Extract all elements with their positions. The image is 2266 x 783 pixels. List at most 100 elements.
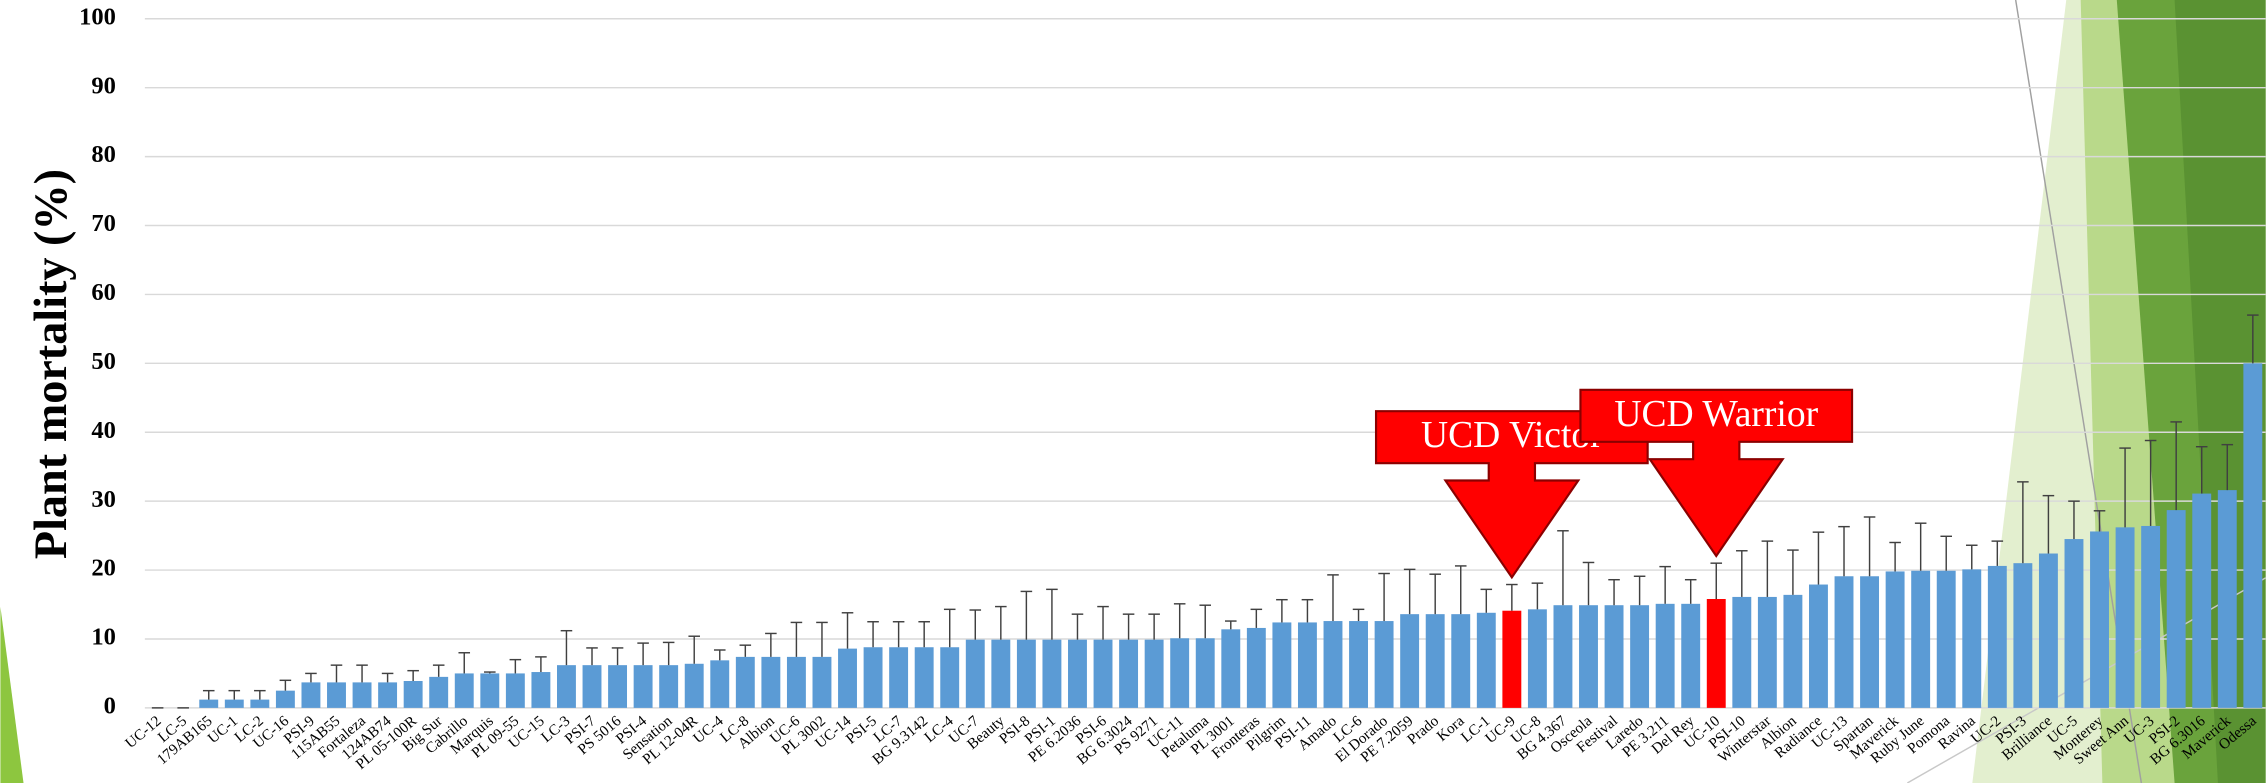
bar (1579, 605, 1598, 708)
bar (378, 682, 398, 708)
y-tick-label: 0 (104, 693, 116, 720)
y-axis-title: Plant mortality (%) (25, 169, 76, 559)
error-bar (1327, 574, 1339, 622)
bar (608, 665, 628, 708)
error-bar (1352, 608, 1365, 622)
bar (1451, 614, 1471, 708)
error-bar (2068, 500, 2080, 540)
error-bar (816, 621, 828, 657)
error-bar (1684, 578, 1697, 604)
error-bar (2093, 510, 2106, 532)
bar (1885, 571, 1905, 708)
error-bar (279, 679, 292, 691)
bar (199, 699, 219, 708)
error-bar (1250, 608, 1263, 628)
bar (275, 690, 295, 708)
error-bar (228, 689, 241, 700)
error-bar (841, 612, 854, 649)
bar (914, 647, 934, 708)
error-bar (1838, 525, 1850, 577)
error-bar (509, 658, 522, 674)
error-bar (1378, 572, 1390, 622)
error-bar (432, 664, 445, 677)
error-bar (407, 669, 419, 682)
error-bar (739, 644, 752, 657)
bar (1604, 605, 1624, 708)
bar (1195, 638, 1215, 708)
error-bar (1199, 604, 1212, 639)
bar (2013, 563, 2033, 708)
bar (940, 647, 960, 708)
annotation-text: UCD Victor (1421, 415, 1603, 456)
error-bar (535, 656, 547, 673)
error-bar (1863, 516, 1876, 577)
error-bar (1710, 562, 1723, 600)
bar (1170, 638, 1190, 708)
y-tick-label: 40 (91, 417, 116, 444)
error-bar (1965, 544, 1978, 570)
error-bar (458, 652, 471, 674)
error-bar (1608, 578, 1620, 606)
bar (1706, 599, 1726, 708)
error-bar (918, 621, 930, 648)
error-bar (790, 621, 803, 657)
error-bar (1173, 603, 1186, 639)
error-bar (2195, 445, 2208, 494)
error-bar (867, 621, 879, 648)
annotation-text: UCD Warrior (1614, 394, 1818, 435)
error-bar (1020, 590, 1033, 640)
bar (1476, 612, 1496, 708)
error-bar (2042, 494, 2055, 554)
bar (1093, 639, 1113, 708)
bar (1502, 610, 1522, 708)
error-bar (1301, 598, 1314, 623)
error-bar (1480, 588, 1493, 613)
bar (429, 676, 449, 708)
bar (786, 656, 806, 708)
bar (1681, 603, 1701, 708)
bar (1553, 605, 1573, 708)
bar (1272, 622, 1292, 708)
error-bar (1659, 565, 1671, 604)
error-bar (1582, 561, 1595, 606)
bar (1349, 621, 1368, 708)
bar (480, 673, 500, 708)
error-bar (1633, 575, 1646, 606)
error-bar (1889, 541, 1901, 572)
error-bar (662, 641, 675, 666)
bar (838, 648, 857, 708)
bar (1119, 639, 1139, 708)
bar (2115, 527, 2135, 708)
error-bar (1531, 582, 1544, 610)
error-bar (1071, 613, 1084, 640)
error-bar (2221, 443, 2234, 491)
error-bar (2170, 421, 2182, 511)
bar (1425, 614, 1445, 708)
error-bar (1148, 613, 1160, 640)
error-bar (381, 672, 394, 683)
y-tick-label: 20 (91, 555, 116, 582)
annotation-arrow (1374, 410, 1649, 580)
bar (1834, 576, 1854, 708)
bar (1783, 594, 1803, 708)
bar (965, 639, 985, 708)
plot: 0102030405060708090100UC-12LC-5179AB165U… (79, 3, 2266, 773)
bar (1527, 609, 1547, 708)
bar (1732, 596, 1752, 708)
y-tick-label: 60 (91, 279, 116, 306)
y-tick-label: 80 (91, 141, 116, 168)
error-bar (1736, 550, 1748, 597)
error-bar (2119, 447, 2131, 528)
error-bar (1403, 568, 1416, 615)
error-bar (586, 647, 598, 666)
error-bar (713, 649, 726, 661)
bar (2217, 490, 2237, 708)
error-bar (688, 635, 700, 664)
bar (1068, 639, 1087, 708)
error-bar (330, 664, 343, 683)
bar (889, 647, 909, 708)
bar (531, 672, 551, 708)
bar (991, 639, 1011, 708)
error-bar (765, 632, 777, 657)
error-bar (969, 609, 982, 640)
